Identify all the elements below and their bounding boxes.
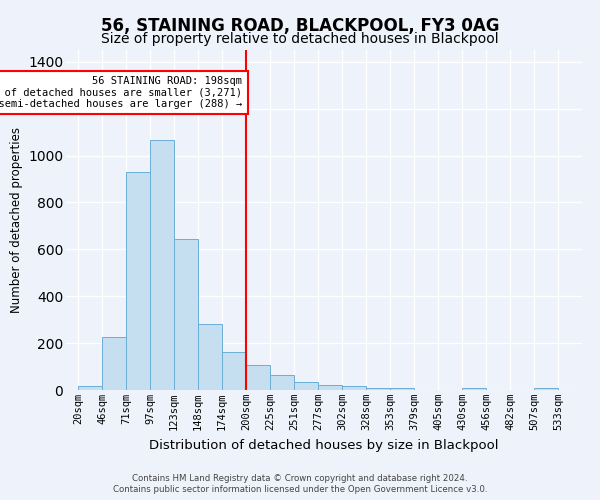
Bar bbox=[222, 352, 246, 390]
Bar bbox=[318, 386, 342, 390]
Bar bbox=[342, 386, 366, 390]
Text: 56 STAINING ROAD: 198sqm
← 92% of detached houses are smaller (3,271)
8% of semi: 56 STAINING ROAD: 198sqm ← 92% of detach… bbox=[0, 76, 242, 109]
Bar bbox=[174, 239, 198, 390]
Bar bbox=[294, 382, 318, 390]
Text: Size of property relative to detached houses in Blackpool: Size of property relative to detached ho… bbox=[101, 32, 499, 46]
Bar bbox=[270, 375, 294, 390]
Bar bbox=[102, 337, 126, 390]
Bar bbox=[198, 324, 222, 390]
Bar bbox=[366, 388, 390, 390]
Bar bbox=[78, 386, 102, 390]
Text: 56, STAINING ROAD, BLACKPOOL, FY3 0AG: 56, STAINING ROAD, BLACKPOOL, FY3 0AG bbox=[101, 18, 499, 36]
Text: Contains HM Land Registry data © Crown copyright and database right 2024.
Contai: Contains HM Land Registry data © Crown c… bbox=[113, 474, 487, 494]
Bar bbox=[534, 388, 558, 390]
Bar bbox=[126, 172, 150, 390]
Bar bbox=[150, 140, 174, 390]
Y-axis label: Number of detached properties: Number of detached properties bbox=[10, 127, 23, 313]
X-axis label: Distribution of detached houses by size in Blackpool: Distribution of detached houses by size … bbox=[149, 438, 499, 452]
Bar bbox=[390, 388, 414, 390]
Bar bbox=[246, 366, 270, 390]
Bar bbox=[462, 388, 486, 390]
